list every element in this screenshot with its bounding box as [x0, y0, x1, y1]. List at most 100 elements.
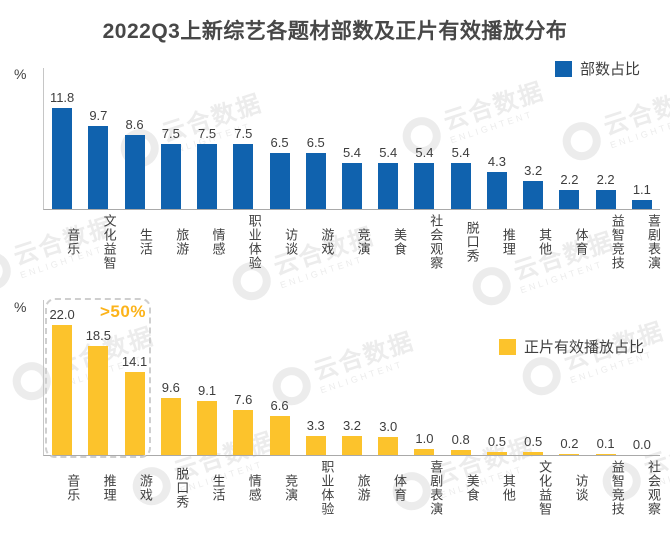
bar-value-label: 5.4 [342, 145, 362, 161]
bar-value-label: 0.1 [596, 436, 615, 452]
bar-value-label: 0.5 [524, 434, 543, 450]
bar-value-label: 0.2 [560, 436, 579, 452]
bar [197, 144, 218, 209]
category-label: 竞演 [283, 474, 299, 502]
category-label: 访谈 [573, 474, 589, 502]
bar-value-label: 18.5 [85, 328, 111, 344]
category-label: 脱口秀 [174, 467, 190, 509]
category-label: 生活 [137, 228, 153, 256]
bar-value-label: 14.1 [121, 354, 148, 370]
bar-value-label: 3.0 [379, 419, 398, 435]
category-label: 体育 [391, 474, 407, 502]
bar-slot: 14.1 [116, 354, 152, 455]
bar-value-label: 6.5 [306, 135, 325, 151]
bar-slot: 6.5 [298, 135, 334, 209]
bar [595, 454, 616, 455]
bar-slot: 5.4 [443, 145, 479, 209]
top-plot-area: 11.8 9.7 8.6 7.5 7.5 7.5 6.5 6.5 5.4 5.4 5.4 5.4 4.3… [43, 68, 660, 210]
bar-value-label: 22.0 [49, 307, 75, 323]
bar [486, 452, 507, 455]
bottom-bars: 22.0 18.5 14.1 9.6 9.1 7.6 6.6 3.3 3.2 3.0 1.0 0.8 0… [44, 300, 660, 455]
bar [523, 181, 544, 209]
bar-slot: 18.5 [80, 328, 116, 455]
category-label: 益智竞技 [609, 214, 625, 270]
bar-slot: 3.2 [334, 418, 370, 455]
watermark-ring-icon [0, 247, 16, 296]
bar [52, 108, 73, 209]
bar-value-label: 7.5 [234, 126, 253, 142]
bar-slot: 4.3 [479, 154, 515, 209]
legend-playback-share: 正片有效播放占比 [499, 336, 644, 357]
category-label: 游戏 [137, 474, 153, 502]
category-label: 旅游 [355, 474, 371, 502]
bar-slot: 1.1 [624, 182, 660, 209]
bar-slot: 11.8 [44, 90, 80, 209]
bar-value-label: 1.1 [632, 182, 651, 198]
bar-value-label: 5.4 [379, 145, 398, 161]
bar-slot: 22.0 [44, 307, 80, 455]
category-label: 文化益智 [101, 214, 117, 270]
bar-slot: 7.5 [225, 126, 261, 209]
bar-slot: 1.0 [406, 431, 442, 455]
category-label: 职业体验 [319, 460, 335, 516]
bar-value-label: 5.4 [451, 145, 470, 161]
bar-value-label: 7.5 [198, 126, 217, 142]
bar [233, 410, 254, 455]
category-label: 情感 [210, 228, 226, 256]
bar [88, 346, 109, 455]
bar [414, 449, 435, 455]
legend-swatch-blue-icon [555, 60, 572, 77]
bar-value-label: 6.6 [270, 398, 289, 414]
legend-count-share: 部数占比 [555, 58, 640, 79]
category-label: 推理 [101, 474, 117, 502]
bar-value-label: 5.4 [415, 145, 434, 161]
bar-slot: 0.8 [443, 432, 479, 455]
category-label: 喜剧表演 [646, 214, 662, 270]
category-label: 推理 [500, 228, 516, 256]
category-label: 生活 [210, 474, 226, 502]
legend-swatch-yellow-icon [499, 338, 516, 355]
bar-slot: 5.4 [370, 145, 406, 209]
bar [269, 416, 290, 455]
bar [523, 452, 544, 455]
bar [559, 454, 580, 455]
bar-slot: 2.2 [551, 172, 587, 209]
bar-slot: 7.6 [225, 392, 261, 455]
bar-slot: 0.0 [624, 437, 660, 455]
bar-value-label: 0.8 [451, 432, 470, 448]
bar-value-label: 7.5 [161, 126, 180, 142]
category-label: 喜剧表演 [428, 460, 444, 516]
category-label: 访谈 [283, 228, 299, 256]
bar-slot: 7.5 [153, 126, 189, 209]
bar [124, 135, 145, 209]
bar [341, 436, 362, 455]
category-label: 竞演 [355, 228, 371, 256]
category-label: 音乐 [65, 474, 81, 502]
category-label: 社会观察 [428, 214, 444, 270]
bar-slot: 0.5 [479, 434, 515, 455]
bar-slot: 3.0 [370, 419, 406, 455]
bar [160, 144, 181, 209]
bar-value-label: 9.7 [89, 108, 108, 124]
bar-slot: 6.6 [261, 398, 297, 455]
category-label: 体育 [573, 228, 589, 256]
bottom-category-axis: 音乐 推理 游戏 脱口秀 生活 情感 竞演 职业体验 旅游 体育 喜剧表演 美食 其他 文化益智 访谈 益智竞… [43, 460, 661, 516]
bar [88, 126, 109, 209]
bar [160, 398, 181, 455]
bar-slot: 0.2 [551, 436, 587, 455]
bar [269, 153, 290, 209]
bar [124, 372, 145, 455]
gt50-annotation: >50% [100, 302, 146, 321]
bar-value-label: 9.6 [161, 380, 180, 396]
bar-slot: 9.6 [153, 380, 189, 455]
bar [450, 163, 471, 209]
bar-slot: 8.6 [116, 117, 152, 209]
bar-slot: 6.5 [261, 135, 297, 209]
bar [414, 163, 435, 209]
bar-value-label: 4.3 [487, 154, 506, 170]
category-label: 文化益智 [537, 460, 553, 516]
bar [559, 190, 580, 209]
bar-slot: 3.2 [515, 163, 551, 209]
bar-slot: 5.4 [406, 145, 442, 209]
bar-value-label: 0.5 [487, 434, 506, 450]
